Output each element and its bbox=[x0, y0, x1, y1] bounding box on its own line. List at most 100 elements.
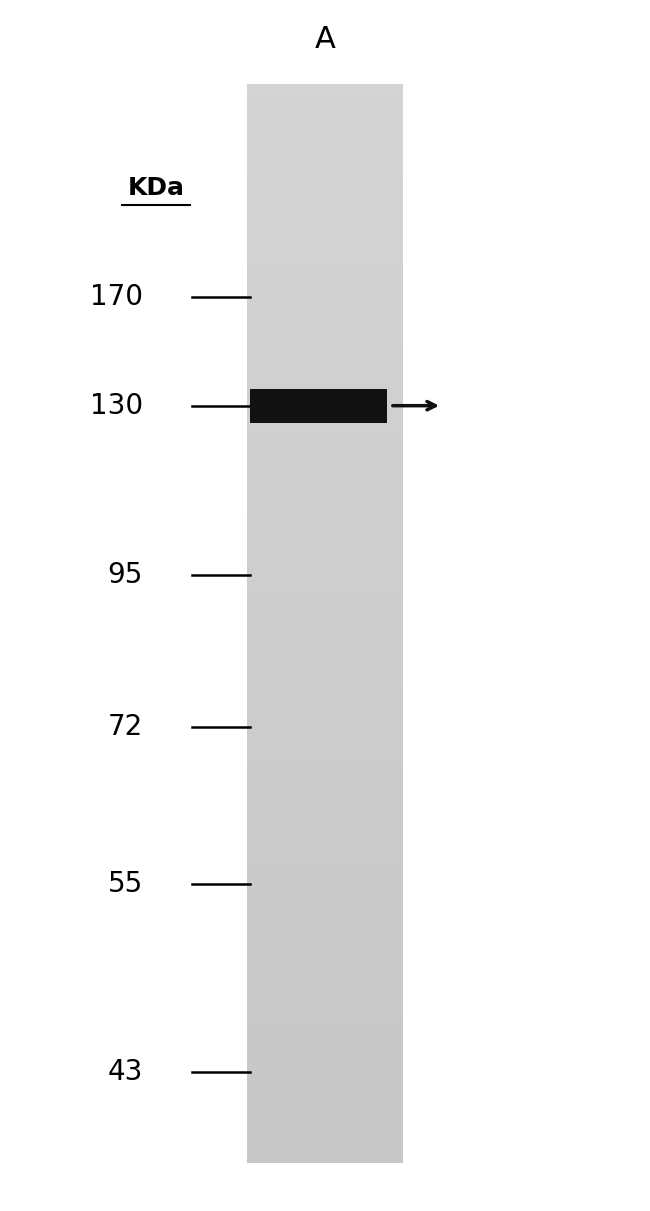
Bar bbox=[247, 92, 403, 103]
Bar bbox=[247, 559, 403, 569]
Bar bbox=[247, 982, 403, 992]
Text: A: A bbox=[315, 25, 335, 54]
Bar bbox=[247, 415, 403, 426]
Bar bbox=[247, 1072, 403, 1081]
Bar bbox=[247, 443, 403, 453]
Bar bbox=[247, 991, 403, 1000]
Bar bbox=[247, 478, 403, 489]
Bar bbox=[247, 1035, 403, 1046]
Bar bbox=[250, 389, 387, 423]
Bar bbox=[247, 631, 403, 642]
Bar bbox=[247, 425, 403, 435]
Text: 55: 55 bbox=[108, 869, 143, 899]
Bar bbox=[247, 1027, 403, 1037]
Bar bbox=[247, 308, 403, 318]
Bar bbox=[247, 102, 403, 111]
Bar bbox=[247, 236, 403, 247]
Bar bbox=[247, 802, 403, 813]
Bar bbox=[247, 649, 403, 660]
Bar bbox=[247, 165, 403, 174]
Bar bbox=[247, 722, 403, 731]
Bar bbox=[247, 641, 403, 650]
Bar bbox=[247, 909, 403, 920]
Bar bbox=[247, 614, 403, 624]
Bar bbox=[247, 1062, 403, 1073]
Bar bbox=[247, 407, 403, 417]
Text: KDa: KDa bbox=[127, 176, 185, 200]
Bar bbox=[247, 1009, 403, 1018]
Bar bbox=[247, 362, 403, 372]
Bar bbox=[247, 281, 403, 292]
Bar bbox=[247, 523, 403, 534]
Bar bbox=[247, 1054, 403, 1063]
Bar bbox=[247, 173, 403, 184]
Bar bbox=[247, 246, 403, 256]
Bar bbox=[247, 667, 403, 678]
Bar bbox=[247, 856, 403, 866]
Bar bbox=[247, 730, 403, 740]
Bar bbox=[247, 155, 403, 166]
Text: 130: 130 bbox=[90, 391, 143, 420]
Bar bbox=[247, 694, 403, 705]
Bar bbox=[247, 1017, 403, 1028]
Bar bbox=[247, 704, 403, 713]
Bar bbox=[247, 434, 403, 444]
Text: 43: 43 bbox=[108, 1057, 143, 1086]
Bar bbox=[247, 1000, 403, 1010]
Text: 170: 170 bbox=[90, 282, 143, 311]
Bar bbox=[247, 846, 403, 857]
Bar bbox=[247, 228, 403, 237]
Bar bbox=[247, 775, 403, 786]
Text: 95: 95 bbox=[108, 561, 143, 590]
Bar bbox=[247, 901, 403, 911]
Bar bbox=[247, 120, 403, 130]
Bar bbox=[247, 1080, 403, 1091]
Bar bbox=[247, 793, 403, 803]
Bar bbox=[247, 1143, 403, 1154]
Bar bbox=[247, 596, 403, 606]
Bar bbox=[247, 1090, 403, 1100]
Bar bbox=[247, 533, 403, 543]
Bar bbox=[247, 964, 403, 974]
Bar bbox=[247, 128, 403, 139]
Bar bbox=[247, 452, 403, 461]
Bar bbox=[247, 317, 403, 327]
Bar bbox=[247, 218, 403, 229]
Bar bbox=[247, 254, 403, 264]
Bar bbox=[247, 604, 403, 615]
Bar bbox=[247, 1098, 403, 1109]
Bar bbox=[247, 335, 403, 345]
Bar bbox=[247, 263, 403, 274]
Bar bbox=[247, 937, 403, 947]
Bar bbox=[247, 954, 403, 965]
Bar bbox=[247, 470, 403, 480]
Bar bbox=[247, 569, 403, 579]
Bar bbox=[247, 757, 403, 768]
Bar bbox=[247, 497, 403, 507]
Bar bbox=[247, 1135, 403, 1144]
Bar bbox=[247, 291, 403, 300]
Bar bbox=[247, 865, 403, 876]
Bar bbox=[247, 1153, 403, 1163]
Bar bbox=[247, 344, 403, 354]
Bar bbox=[247, 659, 403, 668]
Bar bbox=[247, 183, 403, 193]
Bar bbox=[247, 883, 403, 894]
Bar bbox=[247, 1125, 403, 1136]
Bar bbox=[247, 326, 403, 337]
Bar bbox=[247, 622, 403, 632]
Bar bbox=[247, 676, 403, 687]
Bar bbox=[247, 371, 403, 381]
Bar bbox=[247, 972, 403, 983]
Bar bbox=[247, 488, 403, 498]
Bar bbox=[247, 84, 403, 93]
Bar bbox=[247, 210, 403, 219]
Bar bbox=[247, 110, 403, 121]
Bar bbox=[247, 820, 403, 831]
Bar bbox=[247, 919, 403, 929]
Bar bbox=[247, 200, 403, 211]
Bar bbox=[247, 147, 403, 156]
Bar bbox=[247, 946, 403, 955]
Bar bbox=[247, 541, 403, 552]
Bar bbox=[247, 1045, 403, 1055]
